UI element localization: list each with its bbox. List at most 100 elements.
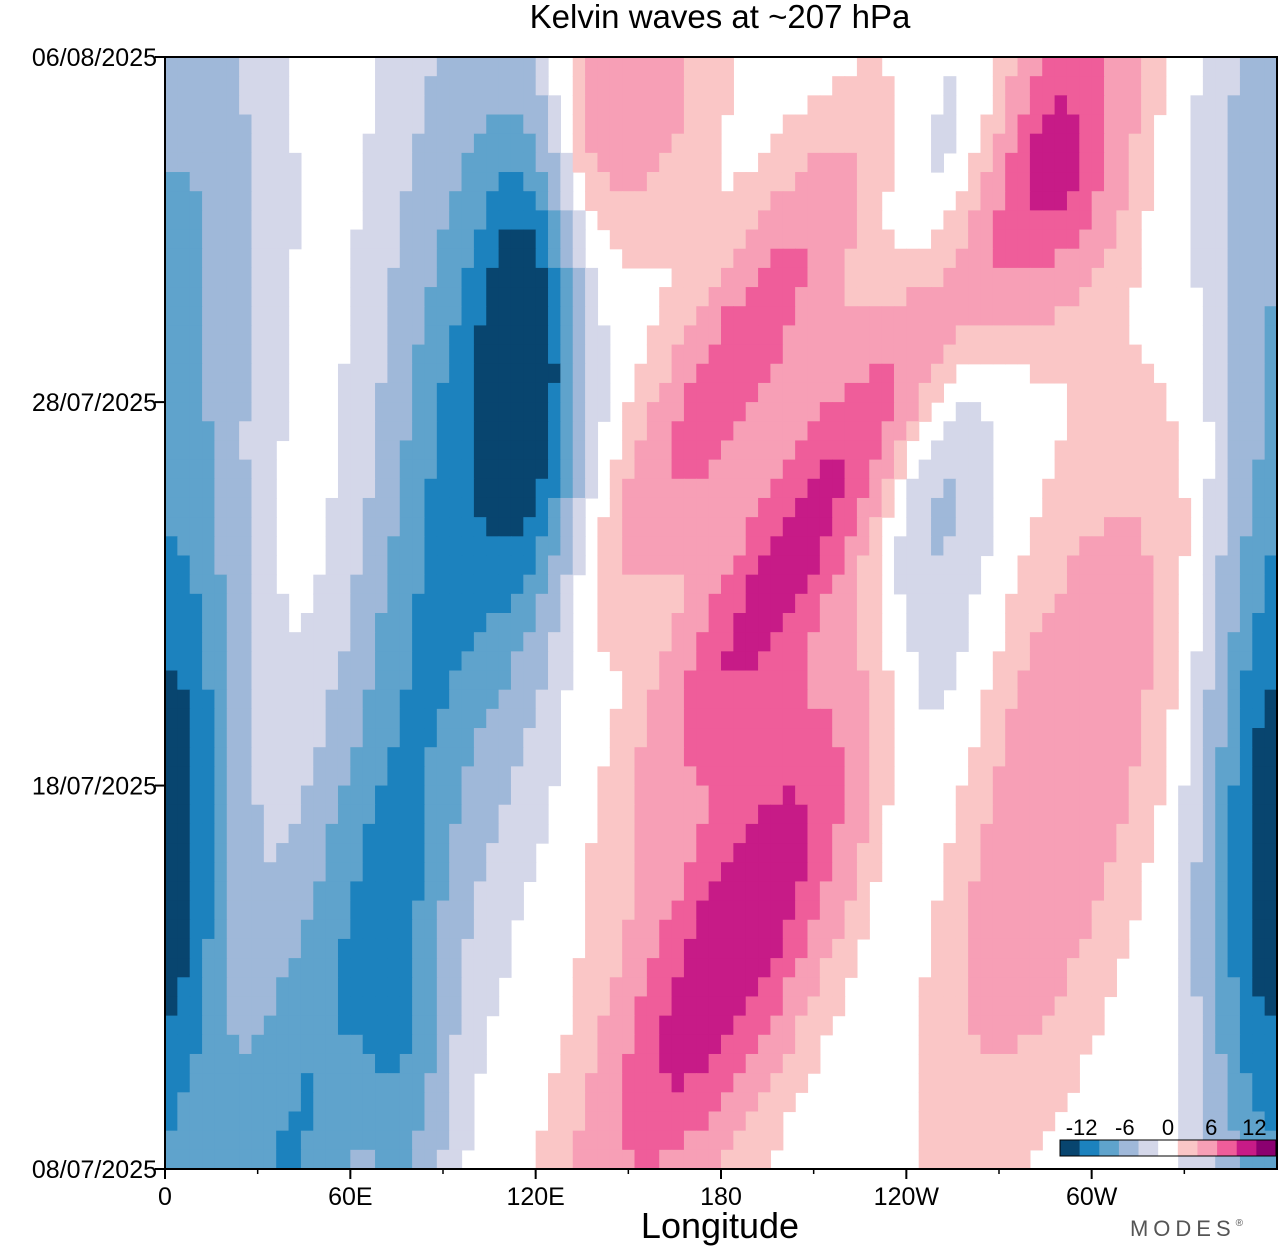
heatmap-cell	[992, 881, 1006, 902]
heatmap-cell	[498, 651, 512, 672]
heatmap-cell	[572, 1149, 586, 1170]
heatmap-cell	[387, 517, 401, 537]
heatmap-cell	[683, 1015, 697, 1036]
heatmap-cell	[486, 248, 500, 269]
heatmap-cell	[375, 1149, 388, 1170]
heatmap-cell	[634, 689, 648, 710]
heatmap-cell	[1116, 95, 1130, 116]
heatmap-cell	[387, 1130, 401, 1151]
heatmap-cell	[659, 114, 673, 135]
heatmap-cell	[832, 267, 846, 288]
heatmap-cell	[214, 555, 228, 576]
heatmap-cell	[300, 766, 314, 787]
heatmap-cell	[560, 344, 574, 365]
heatmap-cell	[362, 210, 376, 231]
heatmap-cell	[585, 191, 599, 211]
heatmap-cell	[980, 478, 994, 499]
heatmap-cell	[943, 497, 957, 518]
heatmap-cell	[622, 152, 636, 173]
heatmap-cell	[708, 459, 722, 480]
heatmap-cell	[1042, 536, 1056, 557]
heatmap-cell	[609, 862, 623, 883]
heatmap-cell	[486, 382, 500, 403]
heatmap-cell	[548, 459, 561, 480]
heatmap-cell	[671, 728, 685, 748]
heatmap-cell	[708, 363, 722, 384]
heatmap-cell	[276, 363, 290, 384]
heatmap-cell	[449, 670, 463, 691]
heatmap-cell	[721, 977, 734, 998]
heatmap-cell	[1066, 248, 1080, 269]
heatmap-cell	[1264, 996, 1278, 1017]
heatmap-cell	[832, 344, 846, 365]
heatmap-cell	[1202, 1073, 1216, 1093]
heatmap-cell	[1017, 1015, 1031, 1036]
heatmap-cell	[782, 229, 796, 250]
heatmap-cell	[1104, 593, 1117, 614]
heatmap-cell	[1079, 881, 1093, 902]
heatmap-cell	[844, 440, 858, 461]
heatmap-cell	[1091, 57, 1105, 77]
heatmap-cell	[1239, 1111, 1253, 1132]
heatmap-cell	[165, 1073, 178, 1093]
heatmap-cell	[1104, 76, 1117, 96]
heatmap-cell	[918, 977, 932, 998]
heatmap-cell	[288, 843, 302, 863]
heatmap-cell	[931, 440, 944, 461]
heatmap-cell	[906, 248, 920, 269]
heatmap-cell	[1190, 1073, 1204, 1093]
heatmap-cell	[313, 843, 327, 863]
heatmap-cell	[1178, 900, 1192, 921]
heatmap-cell	[399, 497, 413, 518]
heatmap-cell	[807, 382, 821, 403]
heatmap-cell	[510, 747, 524, 767]
heatmap-cell	[609, 497, 623, 518]
heatmap-cell	[992, 1111, 1006, 1132]
heatmap-cell	[782, 958, 796, 978]
heatmap-cell	[1029, 536, 1043, 557]
heatmap-cell	[708, 862, 722, 883]
heatmap-cell	[1066, 747, 1080, 767]
heatmap-cell	[325, 613, 339, 633]
heatmap-cell	[992, 958, 1006, 978]
heatmap-cell	[1116, 76, 1130, 96]
heatmap-cell	[276, 382, 290, 403]
heatmap-cell	[473, 133, 487, 154]
heatmap-cell	[869, 57, 883, 77]
heatmap-cell	[337, 478, 351, 499]
heatmap-cell	[498, 536, 512, 557]
heatmap-cell	[758, 670, 772, 691]
heatmap-cell	[424, 593, 438, 614]
heatmap-cell	[745, 1015, 759, 1036]
heatmap-cell	[671, 1015, 685, 1036]
heatmap-cell	[696, 862, 710, 883]
heatmap-cell	[473, 881, 487, 902]
heatmap-cell	[597, 402, 611, 422]
heatmap-cell	[1017, 708, 1031, 729]
heatmap-cell	[597, 1034, 611, 1055]
heatmap-cell	[943, 938, 957, 959]
heatmap-cell	[1264, 152, 1278, 173]
heatmap-cell	[424, 708, 438, 729]
heatmap-cell	[745, 306, 759, 327]
heatmap-cell	[399, 1053, 413, 1074]
heatmap-cell	[189, 708, 203, 729]
heatmap-cell	[708, 919, 722, 940]
heatmap-cell	[362, 862, 376, 883]
heatmap-cell	[671, 76, 685, 96]
heatmap-cell	[1066, 862, 1080, 883]
heatmap-cell	[387, 459, 401, 480]
heatmap-cell	[313, 900, 327, 921]
heatmap-cell	[1042, 172, 1056, 192]
heatmap-cell	[461, 613, 475, 633]
heatmap-cell	[1054, 1073, 1068, 1093]
heatmap-cell	[535, 344, 549, 365]
heatmap-cell	[807, 191, 821, 211]
heatmap-cell	[733, 1073, 747, 1093]
heatmap-cell	[968, 766, 982, 787]
heatmap-cell	[1227, 708, 1241, 729]
heatmap-cell	[1252, 747, 1266, 767]
heatmap-cell	[560, 382, 574, 403]
heatmap-cell	[1091, 1015, 1105, 1036]
heatmap-cell	[548, 95, 561, 116]
